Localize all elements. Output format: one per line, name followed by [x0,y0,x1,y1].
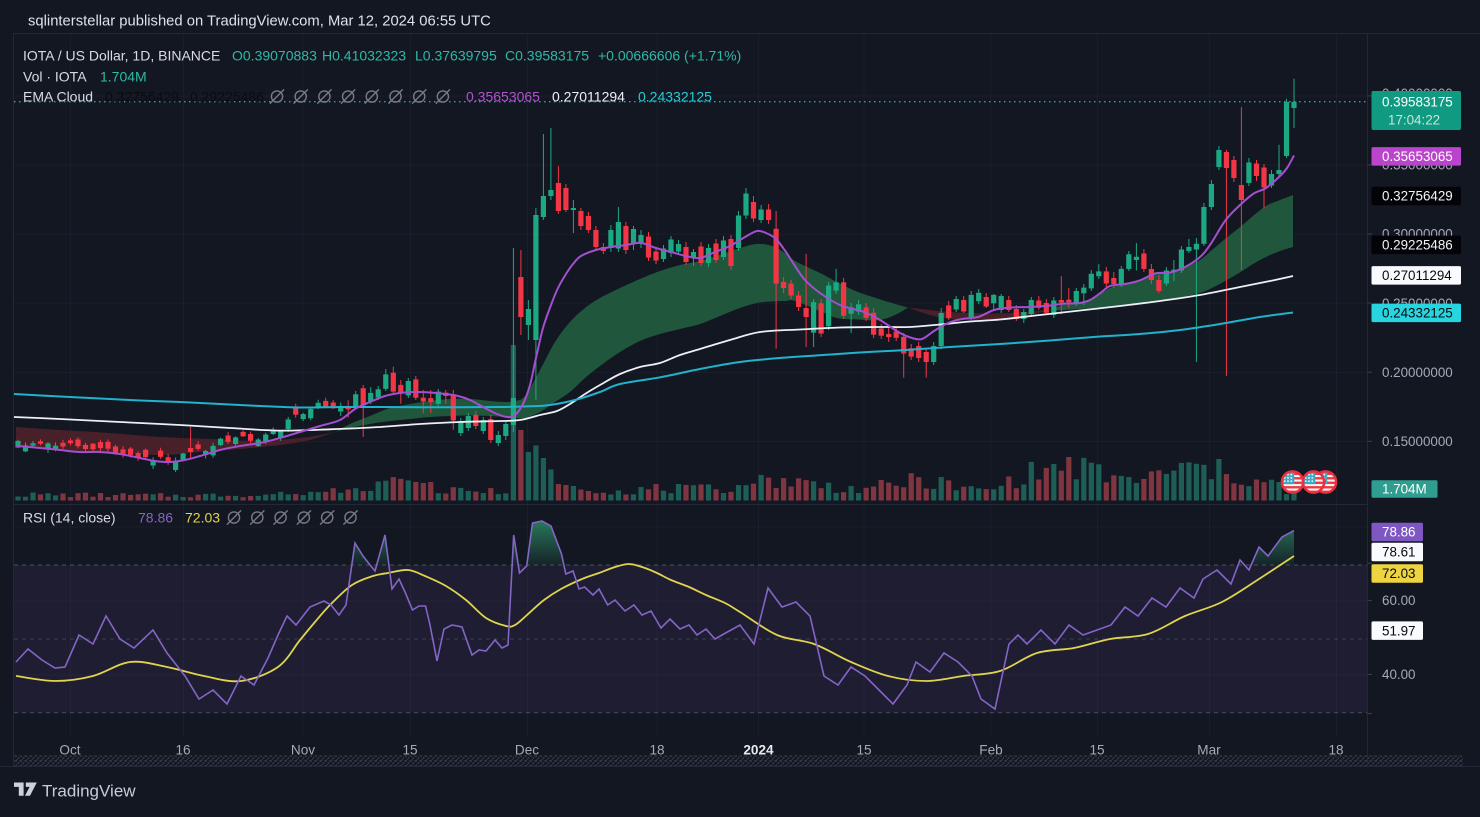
svg-text:Nov: Nov [291,742,315,757]
svg-text:2024: 2024 [743,742,774,757]
svg-text:1.704M: 1.704M [100,69,147,85]
svg-text:0.20000000: 0.20000000 [1382,365,1453,380]
svg-text:0.27011294: 0.27011294 [552,89,625,105]
svg-text:1.704M: 1.704M [1382,482,1427,497]
svg-text:O0.39070883: O0.39070883 [232,48,317,64]
svg-text:0.24332125: 0.24332125 [638,89,712,105]
svg-text:78.86: 78.86 [1382,525,1416,540]
svg-text:Oct: Oct [59,742,80,757]
svg-text:0.32756429: 0.32756429 [105,89,179,105]
svg-text:Dec: Dec [515,742,539,757]
svg-text:RSI (14, close): RSI (14, close) [23,510,116,526]
svg-text:Feb: Feb [979,742,1002,757]
svg-text:IOTA / US Dollar, 1D, BINANCE: IOTA / US Dollar, 1D, BINANCE [23,48,220,64]
svg-text:+0.00666606 (+1.71%): +0.00666606 (+1.71%) [598,48,741,64]
svg-text:78.61: 78.61 [1382,545,1416,560]
svg-text:16: 16 [175,742,190,757]
svg-text:72.03: 72.03 [185,510,220,526]
svg-text:0.29225486: 0.29225486 [190,89,264,105]
svg-text:40.00: 40.00 [1382,667,1416,682]
svg-text:C0.39583175: C0.39583175 [505,48,589,64]
svg-text:18: 18 [649,742,664,757]
svg-text:Vol · IOTA: Vol · IOTA [23,69,87,85]
svg-text:TradingView: TradingView [42,782,136,801]
svg-text:15: 15 [1089,742,1104,757]
svg-text:15: 15 [402,742,417,757]
svg-text:0.35653065: 0.35653065 [466,89,540,105]
svg-text:L0.37639795: L0.37639795 [415,48,497,64]
svg-text:H0.41032323: H0.41032323 [322,48,406,64]
svg-text:0.29225486: 0.29225486 [1382,238,1453,253]
svg-text:0.35653065: 0.35653065 [1382,149,1453,164]
svg-text:78.86: 78.86 [138,510,173,526]
svg-text:0.27011294: 0.27011294 [1382,268,1452,283]
svg-text:0.39583175: 0.39583175 [1382,95,1453,110]
svg-text:sqlinterstellar published on T: sqlinterstellar published on TradingView… [28,14,491,30]
svg-text:17:04:22: 17:04:22 [1388,113,1440,128]
svg-text:15: 15 [856,742,871,757]
svg-text:EMA Cloud: EMA Cloud [23,89,93,105]
svg-text:60.00: 60.00 [1382,593,1416,608]
svg-text:72.03: 72.03 [1382,566,1416,581]
svg-text:51.97: 51.97 [1382,623,1416,638]
svg-text:Mar: Mar [1197,742,1221,757]
svg-text:0.32756429: 0.32756429 [1382,189,1453,204]
svg-text:0.15000000: 0.15000000 [1382,434,1453,449]
svg-text:18: 18 [1328,742,1343,757]
svg-text:0.24332125: 0.24332125 [1382,306,1453,321]
